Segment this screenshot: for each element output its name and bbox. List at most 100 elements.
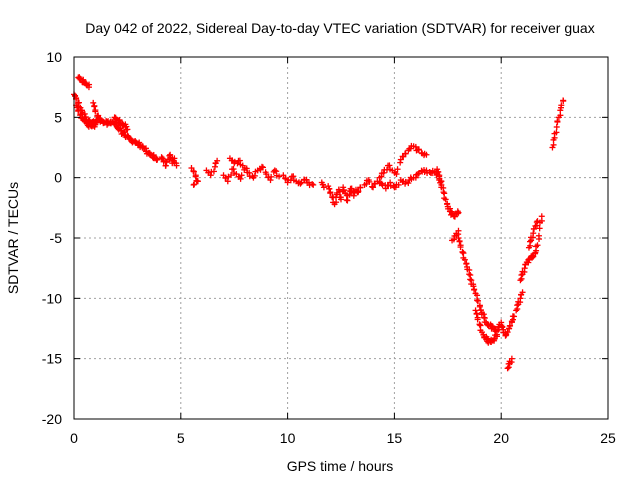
data-point	[310, 181, 317, 188]
data-point	[238, 172, 245, 179]
data-point	[92, 108, 99, 115]
data-point	[297, 180, 304, 187]
chart-title: Day 042 of 2022, Sidereal Day-to-day VTE…	[85, 20, 594, 36]
data-point	[340, 187, 347, 194]
data-point	[471, 286, 478, 293]
data-point	[493, 331, 500, 338]
data-point	[457, 244, 464, 251]
grid-lines	[74, 57, 608, 419]
x-tick-label: 0	[70, 430, 78, 446]
data-point	[400, 153, 407, 160]
data-point	[435, 169, 442, 176]
data-point	[334, 189, 341, 196]
data-point	[154, 156, 161, 163]
data-point	[309, 181, 316, 188]
y-tick-label: 10	[46, 49, 62, 65]
data-point	[474, 316, 481, 323]
data-point	[554, 118, 561, 125]
data-point	[498, 319, 505, 326]
data-point	[85, 84, 92, 91]
data-point	[507, 322, 514, 329]
data-point	[504, 329, 511, 336]
data-point	[74, 104, 81, 111]
data-point	[190, 168, 197, 175]
data-point	[455, 235, 462, 241]
data-points	[71, 74, 567, 372]
data-point	[326, 185, 333, 192]
x-tick-label: 20	[493, 430, 509, 446]
x-tick-label: 5	[177, 430, 185, 446]
data-point	[192, 173, 199, 180]
data-point	[333, 199, 340, 206]
y-tick-label: 5	[54, 109, 62, 125]
data-point	[553, 123, 560, 130]
data-point	[344, 197, 351, 204]
data-point	[75, 108, 82, 115]
data-point	[319, 181, 326, 188]
data-point	[503, 332, 510, 339]
data-point	[366, 178, 373, 185]
data-point	[518, 272, 525, 279]
data-point	[536, 225, 543, 232]
data-point	[188, 165, 195, 172]
axis-ticks: 0 5 10 15 20 25 10 5 0 -5 -10 -15 -20	[42, 49, 616, 446]
data-point	[475, 297, 482, 304]
data-point	[463, 260, 470, 267]
data-point	[448, 209, 455, 216]
data-point	[476, 303, 483, 310]
data-point	[467, 276, 474, 283]
data-point	[508, 355, 515, 362]
data-point	[538, 213, 545, 220]
data-point	[455, 209, 462, 216]
data-point	[526, 238, 533, 245]
data-point	[513, 307, 520, 314]
data-point	[298, 179, 305, 186]
x-tick-label: 25	[600, 430, 616, 446]
data-point	[415, 146, 422, 153]
data-point	[535, 232, 542, 239]
data-point	[173, 162, 180, 169]
data-point	[268, 173, 275, 180]
y-tick-label: -10	[42, 290, 62, 306]
y-axis-label: SDTVAR / TECUs	[5, 182, 21, 294]
data-point	[504, 365, 511, 372]
y-tick-label: -5	[50, 230, 63, 246]
data-point	[210, 168, 217, 175]
data-point	[534, 242, 541, 249]
data-point	[440, 189, 447, 196]
data-point	[455, 227, 462, 234]
data-point	[489, 323, 496, 330]
data-point	[438, 178, 445, 185]
data-point	[327, 190, 334, 197]
data-point	[557, 112, 564, 119]
data-point	[91, 103, 98, 110]
data-point	[514, 302, 521, 309]
data-point	[214, 157, 221, 164]
data-point	[355, 188, 362, 195]
data-point	[436, 173, 443, 180]
data-point	[394, 166, 401, 173]
y-tick-label: 0	[54, 170, 62, 186]
data-point	[553, 129, 560, 136]
data-point	[259, 164, 266, 171]
data-point	[263, 171, 270, 178]
data-point	[558, 102, 565, 109]
data-point	[511, 313, 518, 320]
data-point	[517, 277, 524, 284]
data-point	[357, 184, 364, 191]
data-point	[414, 171, 421, 178]
data-point	[190, 181, 197, 188]
data-point	[442, 196, 449, 203]
data-point	[228, 172, 235, 179]
data-point	[533, 219, 540, 226]
data-point	[320, 184, 327, 191]
x-axis-label: GPS time / hours	[287, 458, 394, 474]
data-point	[395, 181, 402, 188]
data-point	[560, 97, 567, 104]
y-tick-label: -15	[42, 351, 62, 367]
data-point	[466, 271, 473, 278]
data-point	[237, 175, 244, 182]
data-point	[90, 99, 97, 106]
data-point	[153, 155, 160, 162]
